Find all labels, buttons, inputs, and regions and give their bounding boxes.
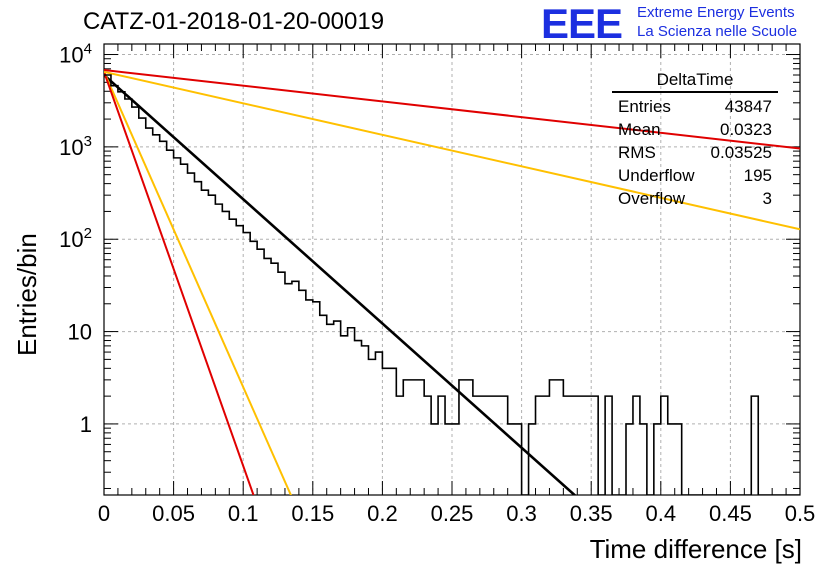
stats-value: 43847 bbox=[724, 97, 772, 116]
x-tick-label: 0.2 bbox=[367, 501, 398, 526]
fit-line bbox=[104, 74, 577, 495]
stats-label: Entries bbox=[618, 97, 671, 116]
histogram-series bbox=[104, 74, 800, 495]
x-tick-label: 0.05 bbox=[152, 501, 195, 526]
run-title: CATZ-01-2018-01-20-00019 bbox=[83, 8, 385, 35]
x-tick-label: 0.35 bbox=[570, 501, 613, 526]
x-tick-label: 0.15 bbox=[291, 501, 334, 526]
x-tick-label: 0.5 bbox=[785, 501, 816, 526]
stats-name: DeltaTime bbox=[612, 70, 778, 93]
y-axis-label-wrap: Entries/bin bbox=[8, 178, 42, 356]
logo-line-2: La Scienza nelle Scuole bbox=[637, 23, 798, 40]
stats-value: 0.0323 bbox=[720, 120, 772, 139]
stats-box: DeltaTime Entries 43847 Mean 0.0323 RMS … bbox=[612, 70, 778, 210]
stats-value: 3 bbox=[762, 189, 772, 208]
stats-label: Mean bbox=[618, 120, 661, 139]
fit-line bbox=[104, 71, 292, 495]
y-tick-label: 104 bbox=[59, 41, 92, 68]
fit-line bbox=[104, 71, 255, 495]
y-tick-label: 103 bbox=[59, 133, 92, 160]
fit-line bbox=[104, 70, 800, 231]
stats-row-overflow: Overflow 3 bbox=[612, 187, 778, 210]
x-tick-label: 0.45 bbox=[709, 501, 752, 526]
stats-label: Overflow bbox=[618, 189, 686, 208]
y-tick-label: 1 bbox=[80, 412, 92, 437]
y-tick-label: 102 bbox=[59, 225, 92, 252]
stats-row-rms: RMS 0.03525 bbox=[612, 141, 778, 164]
y-tick-label: 10 bbox=[68, 320, 92, 345]
fit-line bbox=[104, 68, 800, 150]
logo-line-1: Extreme Energy Events bbox=[637, 4, 795, 21]
y-axis-label: Entries/bin bbox=[12, 233, 42, 356]
stats-row-underflow: Underflow 195 bbox=[612, 164, 778, 187]
x-axis-label: Time difference [s] bbox=[589, 534, 802, 564]
stats-row-mean: Mean 0.0323 bbox=[612, 118, 778, 141]
x-tick-label: 0.3 bbox=[506, 501, 537, 526]
x-tick-label: 0 bbox=[98, 501, 110, 526]
stats-value: 195 bbox=[743, 166, 772, 185]
eee-logo: EEE bbox=[541, 0, 623, 47]
stats-label: Underflow bbox=[618, 166, 695, 185]
x-tick-label: 0.4 bbox=[646, 501, 677, 526]
stats-value: 0.03525 bbox=[710, 143, 772, 162]
x-tick-label: 0.25 bbox=[431, 501, 474, 526]
x-tick-label: 0.1 bbox=[228, 501, 259, 526]
stats-row-entries: Entries 43847 bbox=[612, 95, 778, 118]
stats-label: RMS bbox=[618, 143, 656, 162]
